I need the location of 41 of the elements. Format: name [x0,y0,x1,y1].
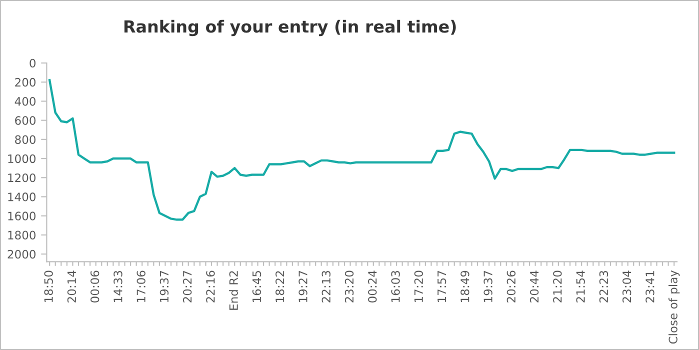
x-tick-label: 18:49 [460,270,470,302]
y-tick-label: 1000 [8,154,36,164]
x-tick-label: Close of play [668,270,680,344]
line-series [48,79,676,221]
y-tick-label: 1200 [8,173,36,182]
x-tick-label: 19:27 [298,271,308,302]
y-tick-label: 0 [30,58,36,68]
x-tick-label: 19:37 [484,271,492,302]
x-tick-label: 20:26 [506,270,516,302]
x-tick-label: 00:24 [368,270,377,302]
x-tick-label: 17:06 [136,270,146,302]
x-tick-label: 23:20 [344,270,354,302]
x-tick-label: 19:37 [160,271,169,302]
x-tick-label: 16:45 [252,271,262,302]
x-tick-label: 16:03 [391,270,400,302]
x-tick-label: 21:20 [553,270,562,302]
x-tick-label: 17:57 [438,271,446,302]
x-tick-label: 21:54 [576,270,585,302]
x-tick-label: 22:16 [206,270,215,302]
x-tick-label: 18:50 [44,270,53,302]
chart-title: Ranking of your entry (in real time) [124,20,456,36]
y-tick-label: 1600 [8,212,36,220]
x-tick-label: 17:20 [414,270,424,302]
x-tick-label: 22:13 [322,270,330,302]
y-tick-label: 1400 [8,192,36,202]
x-tick-label: 18:22 [276,271,284,302]
x-tick-label: 20:44 [530,270,539,302]
x-tick-label: 20:14 [67,270,76,302]
x-tick-label: 22:23 [599,270,608,302]
y-tick-label: 600 [15,116,36,125]
y-tick-label: 1800 [8,230,36,240]
x-tick-label: End R2 [229,271,238,310]
x-tick-label: 00:06 [90,270,100,302]
y-tick-label: 400 [14,97,36,106]
x-tick-label: 23:41 [646,271,654,302]
y-tick-label: 2000 [8,250,36,259]
x-tick-label: 23:04 [622,270,632,302]
y-tick-label: 800 [15,135,36,144]
x-tick-label: 14:33 [114,270,122,302]
x-tick-label: 20:27 [182,271,192,302]
y-tick-label: 200 [15,78,36,87]
